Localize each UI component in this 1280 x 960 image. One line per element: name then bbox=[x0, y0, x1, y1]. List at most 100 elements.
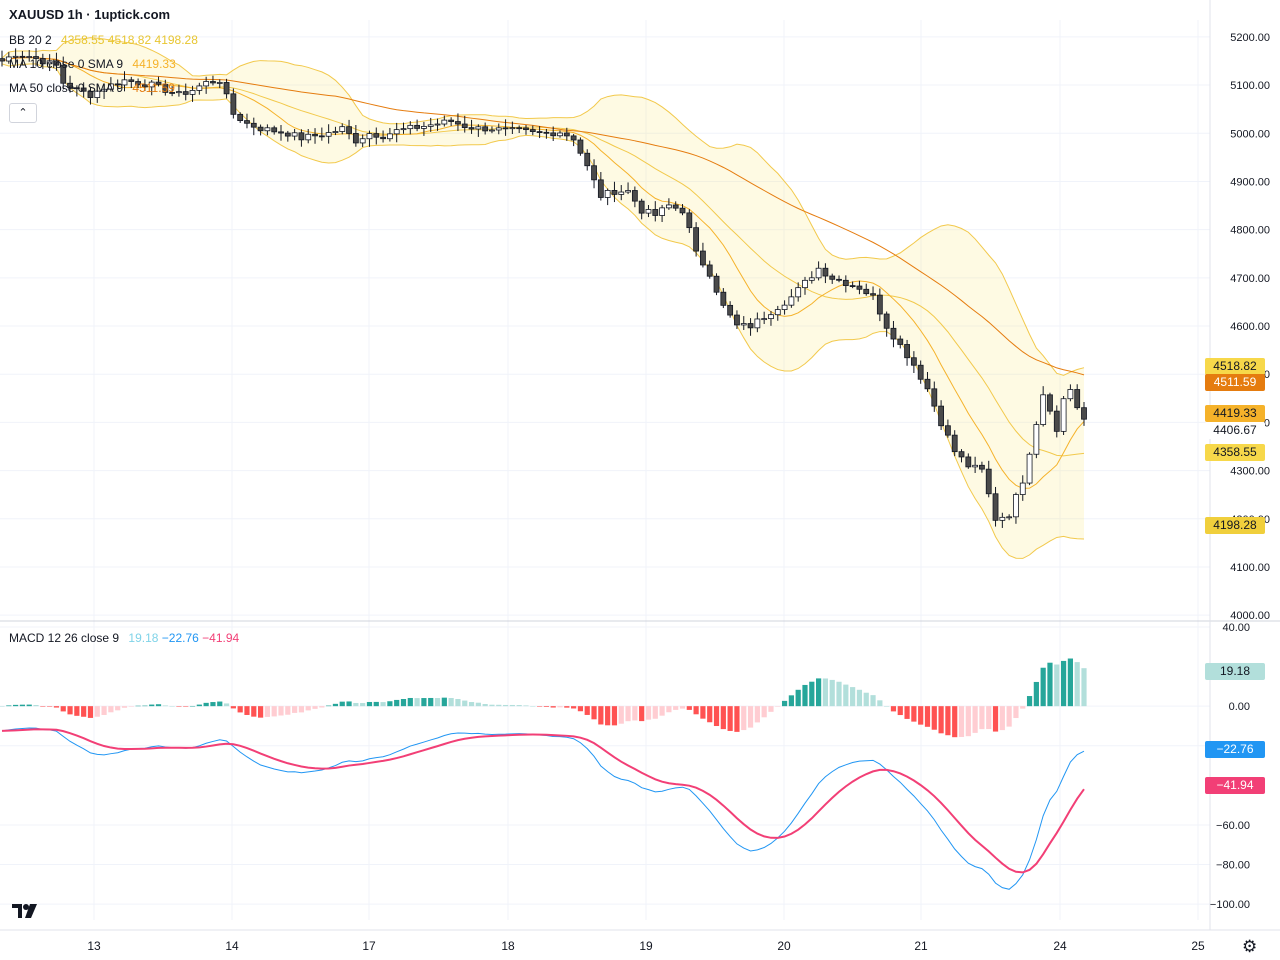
candle-up bbox=[291, 132, 298, 137]
candle-down bbox=[373, 133, 380, 138]
macd-histogram-bar bbox=[666, 706, 672, 713]
candle-down bbox=[693, 227, 700, 252]
macd-histogram-bar bbox=[101, 706, 107, 715]
macd-histogram-bar bbox=[918, 706, 924, 725]
macd-histogram-bar bbox=[400, 699, 407, 707]
macd-legend[interactable]: MACD 12 26 close 9 19.18 −22.76 −41.94 bbox=[9, 630, 239, 646]
bb-lower-tag: 4198.28 bbox=[1205, 517, 1265, 534]
candle-up bbox=[196, 85, 203, 91]
macd-histogram-bar bbox=[700, 706, 706, 719]
macd-histogram-bar bbox=[196, 704, 202, 707]
candle-up bbox=[768, 314, 774, 320]
macd-signal-line bbox=[1, 728, 1085, 874]
bb-upper-line bbox=[1, 37, 1085, 376]
candle-down bbox=[128, 79, 135, 82]
ma50-legend[interactable]: MA 50 close 0 SMA 9 4511.59 bbox=[9, 80, 175, 96]
macd-histogram-bar bbox=[380, 702, 386, 707]
candle-up bbox=[815, 267, 822, 279]
macd-histogram-bar bbox=[530, 706, 536, 707]
candle-up bbox=[216, 82, 223, 84]
candle-up bbox=[659, 207, 665, 216]
candle-down bbox=[482, 126, 489, 132]
macd-histogram-bar bbox=[13, 704, 19, 707]
candle-up bbox=[1067, 389, 1074, 400]
candle-up bbox=[1033, 424, 1040, 455]
candle-down bbox=[611, 190, 618, 195]
candle-down bbox=[87, 90, 94, 98]
macd-histogram-bar bbox=[625, 706, 631, 722]
bb-upper-value: 4518.82 bbox=[107, 33, 152, 47]
candle-down bbox=[910, 357, 917, 366]
candle-down bbox=[842, 279, 849, 286]
macd-histogram-bar bbox=[979, 706, 985, 730]
time-tick-label: 20 bbox=[777, 939, 791, 953]
macd-line-value: −22.76 bbox=[161, 631, 199, 645]
tradingview-logo[interactable] bbox=[10, 900, 40, 922]
candle-down bbox=[924, 378, 931, 390]
bb-basis-value: 4358.55 bbox=[61, 33, 105, 47]
candle-down bbox=[951, 434, 958, 453]
candle-down bbox=[883, 313, 890, 329]
macd-histogram-bar bbox=[747, 706, 754, 728]
candle-down bbox=[631, 190, 638, 202]
candle-down bbox=[67, 82, 73, 89]
candle-up bbox=[999, 516, 1006, 521]
candle-down bbox=[223, 82, 230, 95]
candle-up bbox=[359, 138, 366, 144]
macd-histogram-bar bbox=[489, 704, 495, 707]
last-price-tag: 4406.67 bbox=[1205, 422, 1265, 439]
candle-down bbox=[938, 405, 944, 427]
candle-up bbox=[400, 128, 407, 131]
macd-histogram-bar bbox=[502, 704, 509, 707]
macd-histogram-bar bbox=[557, 706, 563, 708]
macd-histogram-bar bbox=[611, 706, 618, 726]
candle-down bbox=[700, 250, 706, 266]
candle-down bbox=[298, 132, 305, 141]
macd-histogram-bar bbox=[1006, 706, 1012, 727]
macd-histogram-bar bbox=[162, 705, 168, 707]
candle-down bbox=[529, 129, 536, 132]
candle-down bbox=[271, 127, 278, 133]
macd-histogram-bar bbox=[788, 695, 794, 707]
candle-down bbox=[652, 209, 659, 216]
gear-icon[interactable]: ⚙ bbox=[1242, 937, 1258, 956]
macd-histogram-bar bbox=[1081, 668, 1087, 707]
bb-legend[interactable]: BB 20 2 4358.55 4518.82 4198.28 bbox=[9, 32, 198, 48]
candle-up bbox=[495, 127, 502, 131]
candle-up bbox=[305, 133, 312, 141]
macd-histogram-bar bbox=[40, 706, 46, 707]
macd-histogram-bar bbox=[360, 703, 366, 707]
macd-histogram-bar bbox=[884, 706, 890, 707]
price-tick-label: 4700.00 bbox=[1230, 273, 1270, 285]
macd-histogram-bar bbox=[958, 706, 965, 737]
candle-down bbox=[210, 81, 216, 84]
candle-down bbox=[904, 344, 910, 359]
macd-histogram-bar bbox=[952, 706, 958, 738]
macd-histogram-bar bbox=[394, 699, 400, 707]
macd-histogram-bar bbox=[128, 706, 134, 707]
candle-down bbox=[672, 204, 679, 209]
macd-histogram-bar bbox=[1047, 662, 1053, 707]
candle-up bbox=[189, 90, 196, 95]
macd-histogram-bar bbox=[802, 684, 808, 707]
bb-fill bbox=[2, 37, 1084, 559]
candle-up bbox=[434, 123, 441, 126]
macd-histogram-bar bbox=[19, 704, 26, 707]
candle-down bbox=[944, 425, 951, 436]
macd-histogram-bar bbox=[945, 706, 951, 736]
macd-histogram-bar bbox=[931, 706, 937, 730]
macd-histogram-bar bbox=[523, 705, 529, 707]
candle-up bbox=[107, 83, 114, 90]
macd-histogram-bar bbox=[890, 706, 897, 712]
candle-up bbox=[972, 464, 979, 468]
candle-up bbox=[203, 81, 210, 87]
macd-hist-value: 19.18 bbox=[128, 631, 159, 645]
macd-histogram-bar bbox=[203, 702, 209, 707]
collapse-legend-button[interactable]: ⌃ bbox=[9, 103, 37, 123]
ma10-legend[interactable]: MA 10 close 0 SMA 9 4419.33 bbox=[9, 56, 176, 72]
candle-down bbox=[155, 81, 162, 85]
macd-histogram-bar bbox=[373, 701, 379, 707]
macd-histogram-bar bbox=[264, 706, 270, 717]
macd-histogram-bar bbox=[673, 706, 679, 710]
